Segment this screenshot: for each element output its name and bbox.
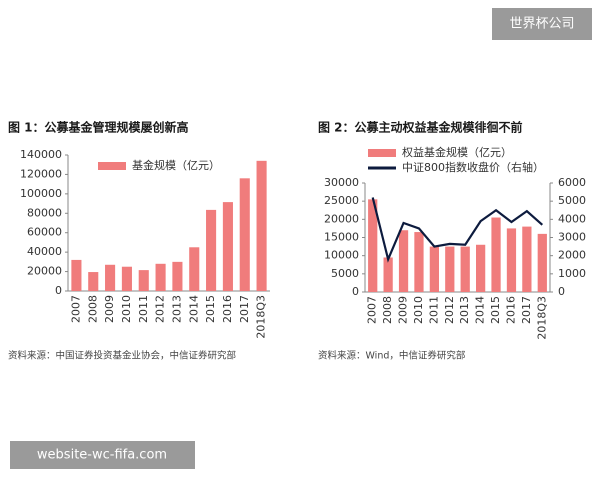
watermark: 世界杯公司 — [509, 17, 574, 32]
bar — [368, 199, 378, 292]
bar — [256, 160, 267, 291]
legend-label: 权益基金规模（亿元） — [402, 145, 512, 159]
bar — [476, 244, 486, 292]
y-tick-label: 5000 — [331, 267, 359, 280]
bar — [121, 266, 132, 291]
bar — [383, 257, 393, 292]
y-tick-label: 30000 — [324, 176, 359, 189]
y2-tick-label: 1000 — [558, 267, 586, 280]
x-tick-label: 2008 — [381, 296, 394, 324]
watermark-box — [492, 8, 592, 40]
bar — [206, 209, 217, 291]
bar — [71, 259, 82, 291]
y-tick-label: 25000 — [324, 194, 359, 207]
x-tick-label: 2007 — [69, 295, 82, 323]
x-tick-label: 2011 — [427, 296, 440, 324]
bar — [155, 263, 166, 291]
y2-tick-label: 3000 — [558, 231, 586, 244]
bar — [445, 246, 455, 292]
legend-label: 基金规模（亿元） — [132, 158, 220, 172]
y2-tick-label: 4000 — [558, 212, 586, 225]
bar — [429, 246, 439, 292]
x-tick-label: 2012 — [443, 296, 456, 324]
line — [371, 197, 544, 263]
y2-tick-label: 6000 — [558, 176, 586, 189]
bar — [491, 217, 501, 292]
bar — [506, 228, 517, 292]
x-tick-label: 2007 — [366, 296, 379, 324]
x-tick-label: 2011 — [137, 295, 150, 323]
bar — [522, 226, 532, 292]
y-tick-label: 20000 — [27, 265, 62, 278]
x-tick-label: 2013 — [170, 295, 183, 323]
x-tick-label: 2016 — [221, 295, 234, 323]
x-tick-label: 2012 — [154, 295, 167, 323]
y2-tick-label: 2000 — [558, 249, 586, 262]
y2-tick-label: 0 — [558, 285, 565, 298]
y-tick-label: 60000 — [27, 226, 62, 239]
watermark-box — [10, 441, 195, 469]
x-tick-label: 2014 — [474, 296, 487, 324]
legend-swatch — [98, 162, 126, 170]
x-tick-label: 2008 — [86, 295, 99, 323]
bar — [172, 261, 183, 291]
y-tick-label: 10000 — [324, 249, 359, 262]
y-tick-label: 40000 — [27, 245, 62, 258]
bar — [105, 264, 116, 291]
y-tick-label: 0 — [352, 285, 359, 298]
y-tick-label: 140000 — [20, 148, 62, 161]
bar — [460, 246, 470, 292]
x-tick-label: 2013 — [458, 296, 471, 324]
bar — [138, 270, 149, 291]
bar — [88, 272, 99, 291]
x-tick-label: 2010 — [120, 295, 133, 323]
y-tick-label: 15000 — [324, 231, 359, 244]
legend-swatch — [368, 149, 396, 157]
watermark: website-wc-fifa.com — [37, 448, 167, 463]
x-tick-label: 2015 — [204, 295, 217, 323]
x-tick-label: 2017 — [520, 296, 533, 324]
y-tick-label: 20000 — [324, 212, 359, 225]
bar — [537, 233, 547, 292]
x-tick-label: 2010 — [412, 296, 425, 324]
bar — [398, 230, 409, 292]
source-note: 资料来源：中国证券投资基金业协会，中信证券研究部 — [8, 350, 236, 362]
legend-label: 中证800指数收盘价（右轴） — [402, 160, 544, 174]
y-tick-label: 80000 — [27, 206, 62, 219]
x-tick-label: 2018Q3 — [255, 295, 268, 339]
bar — [414, 232, 424, 292]
x-tick-label: 2018Q3 — [535, 296, 548, 340]
chart-title: 图 2：公募主动权益基金规模徘徊不前 — [318, 120, 523, 135]
y-tick-label: 120000 — [20, 167, 62, 180]
x-tick-label: 2017 — [238, 295, 251, 323]
bar — [239, 178, 250, 291]
bar — [222, 202, 233, 291]
y-tick-label: 0 — [55, 284, 62, 297]
x-tick-label: 2009 — [103, 295, 116, 323]
x-tick-label: 2016 — [504, 296, 517, 324]
chart-title: 图 1：公募基金管理规模屡创新高 — [8, 120, 189, 135]
x-tick-label: 2015 — [489, 296, 502, 324]
x-tick-label: 2014 — [187, 295, 200, 323]
x-tick-label: 2009 — [397, 296, 410, 324]
y-tick-label: 100000 — [20, 187, 62, 200]
y2-tick-label: 5000 — [558, 194, 586, 207]
source-note: 资料来源：Wind，中信证券研究部 — [318, 350, 465, 362]
bar — [189, 247, 200, 291]
